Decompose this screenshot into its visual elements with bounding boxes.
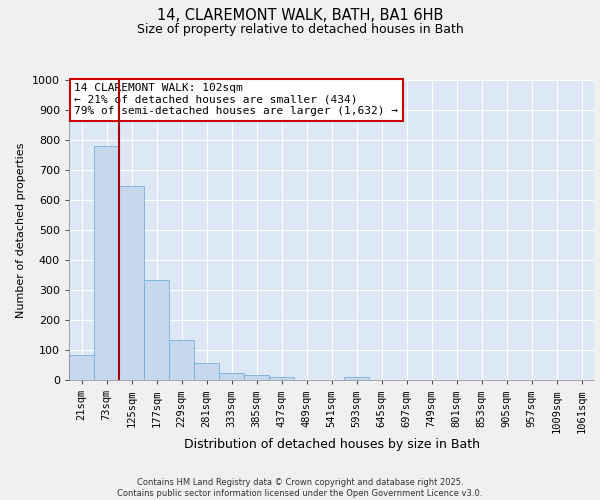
Bar	[69, 355, 94, 380]
Bar	[194, 362, 219, 380]
Bar	[144, 280, 169, 380]
Bar	[344, 377, 369, 380]
Text: Size of property relative to detached houses in Bath: Size of property relative to detached ho…	[137, 22, 463, 36]
Bar	[119, 186, 144, 380]
Bar	[94, 146, 119, 380]
Text: Contains HM Land Registry data © Crown copyright and database right 2025.
Contai: Contains HM Land Registry data © Crown c…	[118, 478, 482, 498]
Y-axis label: Number of detached properties: Number of detached properties	[16, 142, 26, 318]
Bar	[169, 340, 194, 380]
Text: 14 CLAREMONT WALK: 102sqm
← 21% of detached houses are smaller (434)
79% of semi: 14 CLAREMONT WALK: 102sqm ← 21% of detac…	[74, 83, 398, 116]
Bar	[219, 374, 244, 380]
Bar	[244, 375, 269, 380]
Text: 14, CLAREMONT WALK, BATH, BA1 6HB: 14, CLAREMONT WALK, BATH, BA1 6HB	[157, 8, 443, 22]
X-axis label: Distribution of detached houses by size in Bath: Distribution of detached houses by size …	[184, 438, 479, 452]
Bar	[269, 378, 294, 380]
